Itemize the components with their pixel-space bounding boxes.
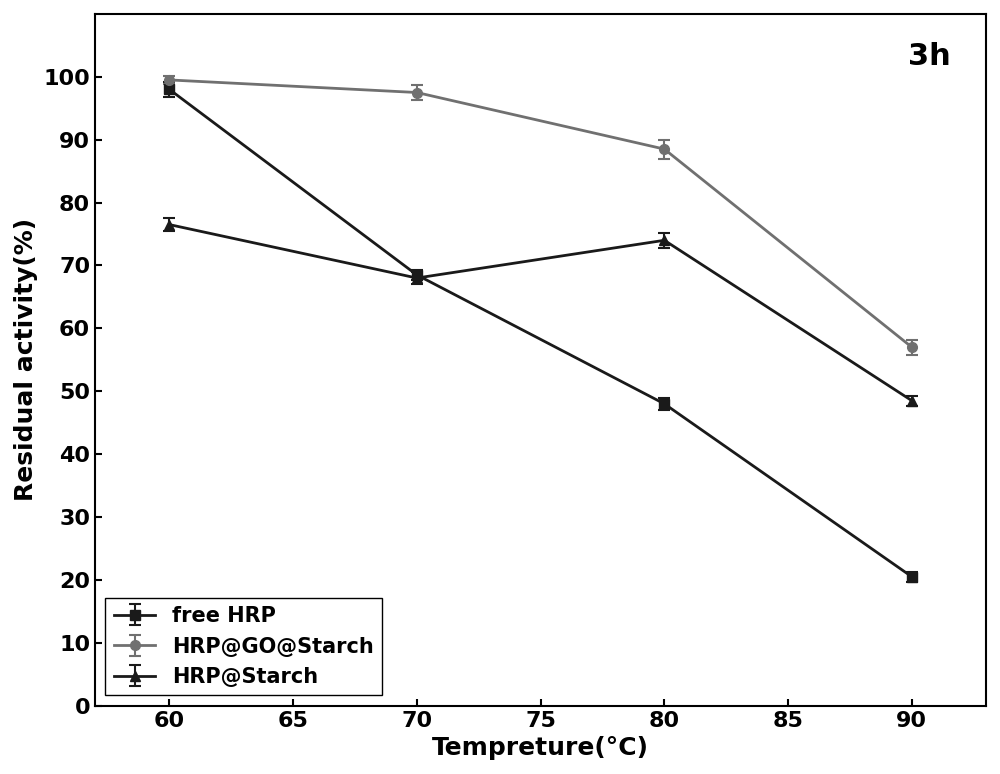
X-axis label: Tempreture(°C): Tempreture(°C) <box>432 736 649 760</box>
Y-axis label: Residual activity(%): Residual activity(%) <box>14 218 38 502</box>
Legend: free HRP, HRP@GO@Starch, HRP@Starch: free HRP, HRP@GO@Starch, HRP@Starch <box>105 598 382 695</box>
Text: 3h: 3h <box>908 42 950 70</box>
